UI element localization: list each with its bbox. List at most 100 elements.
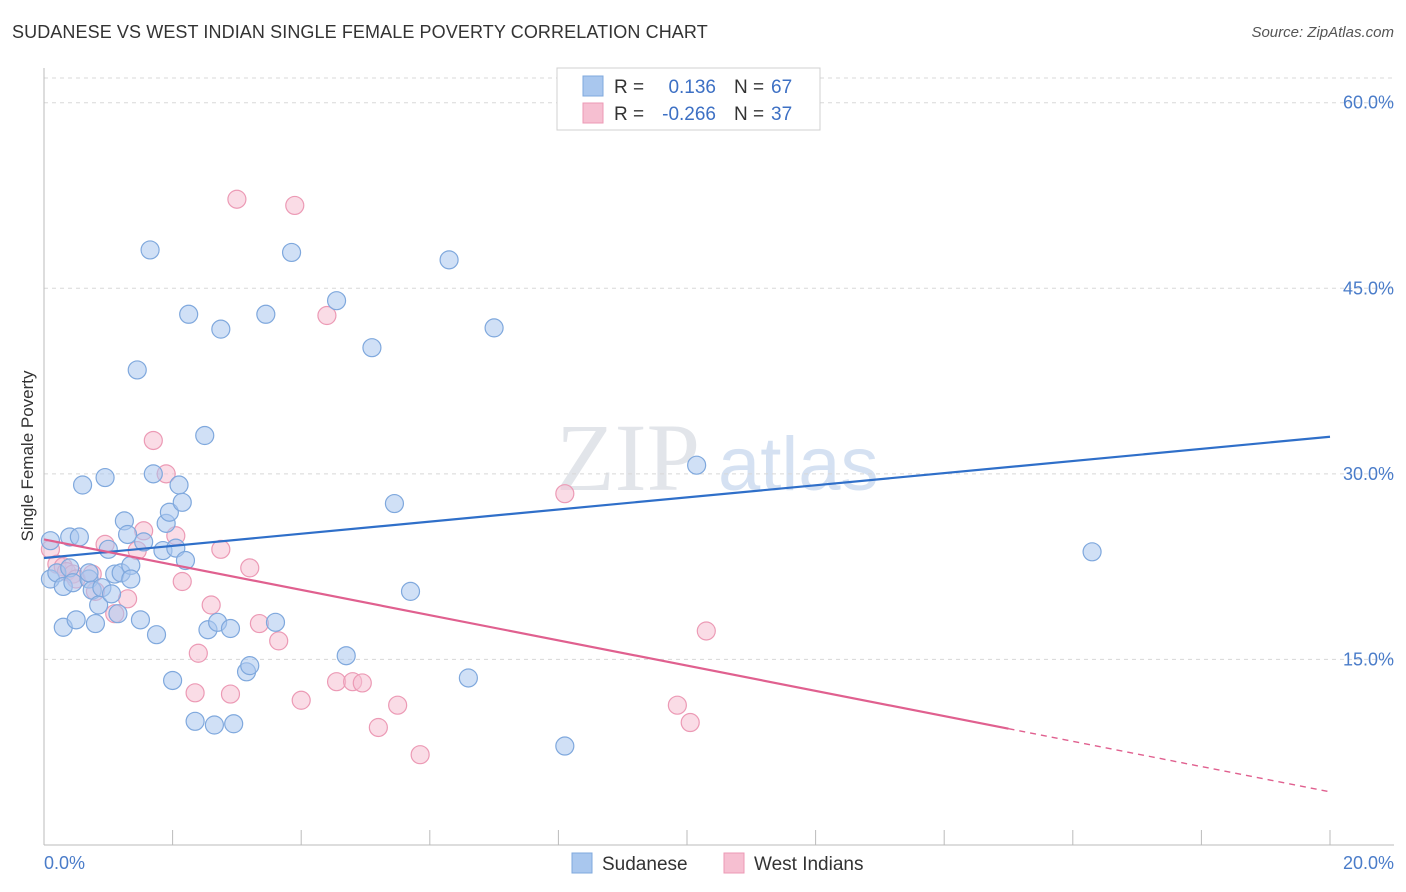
watermark-zip: ZIP — [556, 404, 700, 511]
sudanese-point-26 — [121, 569, 141, 589]
sudanese-point-65 — [1082, 542, 1102, 562]
sudanese-point-24 — [117, 524, 138, 545]
series-legend-label-sudanese: Sudanese — [602, 854, 688, 875]
west-indians-point-20 — [211, 539, 231, 559]
sudanese-points — [40, 240, 1102, 756]
west-indians-point-25 — [269, 631, 289, 651]
sudanese-point-58 — [384, 493, 405, 514]
y-tick-labels: 15.0% 30.0% 45.0% 60.0% — [1343, 93, 1394, 670]
watermark-atlas: atlas — [718, 422, 879, 507]
sudanese-point-21 — [108, 604, 128, 624]
west-indians-point-21 — [220, 684, 241, 704]
sudanese-point-10 — [72, 475, 93, 495]
sudanese-point-62 — [484, 318, 504, 338]
west-indians-point-28 — [317, 305, 337, 326]
series-legend: Sudanese West Indians — [571, 852, 863, 875]
sudanese-point-31 — [143, 464, 163, 484]
legend-swatch-sudanese — [582, 75, 604, 97]
trend-line-west-indians — [43, 538, 1009, 730]
west-indians-point-16 — [172, 571, 192, 592]
west-indians-point-22 — [227, 189, 247, 209]
sudanese-point-8 — [66, 610, 86, 630]
correlation-legend: R = 0.136 N = 67 R = -0.266 N = 37 — [556, 67, 821, 131]
sudanese-point-30 — [140, 240, 160, 260]
series-legend-label-west-indians: West Indians — [754, 854, 863, 875]
sudanese-point-9 — [69, 527, 89, 547]
y-tick-label-15: 15.0% — [1343, 649, 1394, 669]
sudanese-point-42 — [185, 711, 205, 731]
west-indians-point-36 — [667, 695, 687, 715]
legend-r-value-west-indians: -0.266 — [662, 104, 716, 125]
sudanese-point-51 — [240, 656, 260, 676]
y-tick-label-45: 45.0% — [1343, 278, 1394, 298]
sudanese-point-27 — [127, 360, 147, 380]
west-indians-point-26 — [285, 195, 305, 216]
west-indians-point-35 — [555, 484, 575, 504]
sudanese-point-47 — [211, 319, 231, 339]
west-indians-point-29 — [326, 672, 347, 692]
west-indians-point-32 — [368, 717, 388, 738]
sudanese-point-56 — [336, 646, 356, 666]
west-indians-point-34 — [410, 745, 430, 765]
sudanese-point-43 — [195, 425, 215, 446]
x-axis-ticks — [43, 830, 1331, 845]
trend-lines — [43, 435, 1331, 793]
legend-n-value-sudanese: 67 — [771, 77, 792, 98]
sudanese-point-18 — [98, 539, 118, 559]
sudanese-point-14 — [85, 613, 106, 634]
sudanese-point-28 — [130, 610, 151, 630]
x-tick-label-min: 0.0% — [44, 853, 85, 873]
west-indians-point-13 — [143, 430, 163, 451]
series-legend-swatch-west-indians — [723, 852, 745, 874]
sudanese-point-53 — [265, 612, 286, 632]
west-indians-point-23 — [240, 558, 260, 578]
sudanese-point-54 — [281, 242, 302, 263]
sudanese-point-60 — [439, 250, 459, 270]
sudanese-point-63 — [555, 736, 575, 756]
legend-n-value-west-indians: 37 — [771, 104, 792, 125]
y-axis-label: Single Female Poverty — [18, 370, 37, 542]
sudanese-point-39 — [172, 492, 192, 512]
west-indians-point-17 — [185, 683, 205, 703]
y-tick-label-60: 60.0% — [1343, 93, 1394, 113]
sudanese-point-45 — [204, 715, 224, 735]
sudanese-point-48 — [220, 618, 241, 639]
sudanese-point-38 — [169, 475, 189, 495]
sudanese-point-32 — [146, 625, 167, 645]
sudanese-point-41 — [179, 304, 199, 324]
sudanese-point-59 — [400, 581, 421, 601]
legend-r-value-sudanese: 0.136 — [668, 77, 716, 98]
x-tick-label-max: 20.0% — [1343, 853, 1394, 873]
series-legend-swatch-sudanese — [571, 852, 593, 874]
west-indians-point-24 — [249, 613, 270, 634]
watermark: ZIP atlas — [556, 404, 879, 511]
chart-title: SUDANESE VS WEST INDIAN SINGLE FEMALE PO… — [12, 22, 708, 42]
y-tick-label-30: 30.0% — [1343, 464, 1394, 484]
sudanese-point-55 — [326, 291, 347, 311]
legend-n-label-west-indians: N = — [734, 104, 764, 125]
trend-line-extension-west-indians — [1008, 728, 1331, 793]
sudanese-point-49 — [224, 714, 244, 734]
sudanese-point-29 — [134, 532, 154, 552]
sudanese-point-57 — [362, 338, 382, 358]
sudanese-point-35 — [159, 502, 179, 522]
west-indians-point-18 — [188, 643, 208, 663]
sudanese-point-36 — [163, 670, 183, 691]
west-indians-point-31 — [352, 673, 372, 693]
west-indians-point-19 — [201, 595, 221, 615]
legend-n-label-sudanese: N = — [734, 77, 764, 98]
source-label: Source: ZipAtlas.com — [1251, 24, 1394, 41]
sudanese-point-40 — [175, 550, 196, 571]
legend-swatch-west-indians — [582, 102, 604, 124]
west-indians-point-38 — [696, 621, 716, 641]
sudanese-point-52 — [256, 304, 276, 324]
sudanese-point-12 — [79, 563, 99, 583]
trend-line-sudanese — [43, 435, 1331, 560]
sudanese-point-61 — [458, 668, 478, 688]
sudanese-point-19 — [101, 584, 122, 604]
sudanese-point-64 — [687, 455, 707, 475]
sudanese-point-7 — [63, 573, 83, 593]
west-indians-point-37 — [680, 712, 700, 733]
west-indians-point-27 — [291, 690, 311, 710]
